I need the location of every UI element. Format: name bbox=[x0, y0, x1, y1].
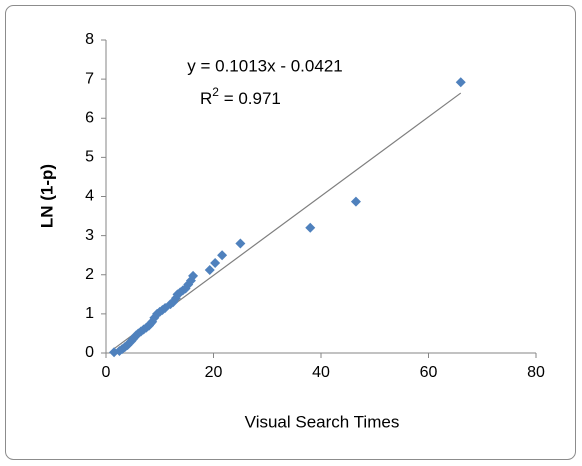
y-tick-label: 4 bbox=[85, 188, 94, 205]
data-point bbox=[210, 258, 221, 269]
y-axis-title: LN (1-p) bbox=[37, 164, 56, 228]
data-point bbox=[350, 196, 361, 207]
x-axis-title: Visual Search Times bbox=[245, 412, 400, 431]
y-tick-label: 0 bbox=[85, 344, 94, 361]
x-tick-label: 80 bbox=[527, 364, 545, 381]
y-tick-label: 8 bbox=[85, 31, 94, 48]
x-tick-label: 20 bbox=[205, 364, 223, 381]
y-tick-label: 7 bbox=[85, 70, 94, 87]
x-tick-label: 40 bbox=[312, 364, 330, 381]
trend-equation: y = 0.1013x - 0.0421 bbox=[187, 56, 342, 75]
y-tick-label: 6 bbox=[85, 109, 94, 126]
x-tick-label: 60 bbox=[420, 364, 438, 381]
chart-frame bbox=[5, 5, 576, 460]
data-point bbox=[204, 265, 215, 276]
y-tick-label: 5 bbox=[85, 149, 94, 166]
y-tick-label: 3 bbox=[85, 227, 94, 244]
data-point bbox=[305, 222, 316, 233]
r-squared-sup: 2 bbox=[212, 85, 219, 99]
r-squared-text: R bbox=[200, 89, 212, 108]
y-tick-label: 1 bbox=[85, 305, 94, 322]
r-squared: R2 = 0.971 bbox=[200, 85, 281, 108]
data-point bbox=[217, 250, 228, 261]
x-tick-label: 0 bbox=[102, 364, 111, 381]
data-point bbox=[455, 77, 466, 88]
data-point bbox=[188, 270, 199, 281]
r-squared-text: = 0.971 bbox=[219, 89, 281, 108]
y-tick-label: 2 bbox=[85, 266, 94, 283]
data-point bbox=[235, 238, 246, 249]
